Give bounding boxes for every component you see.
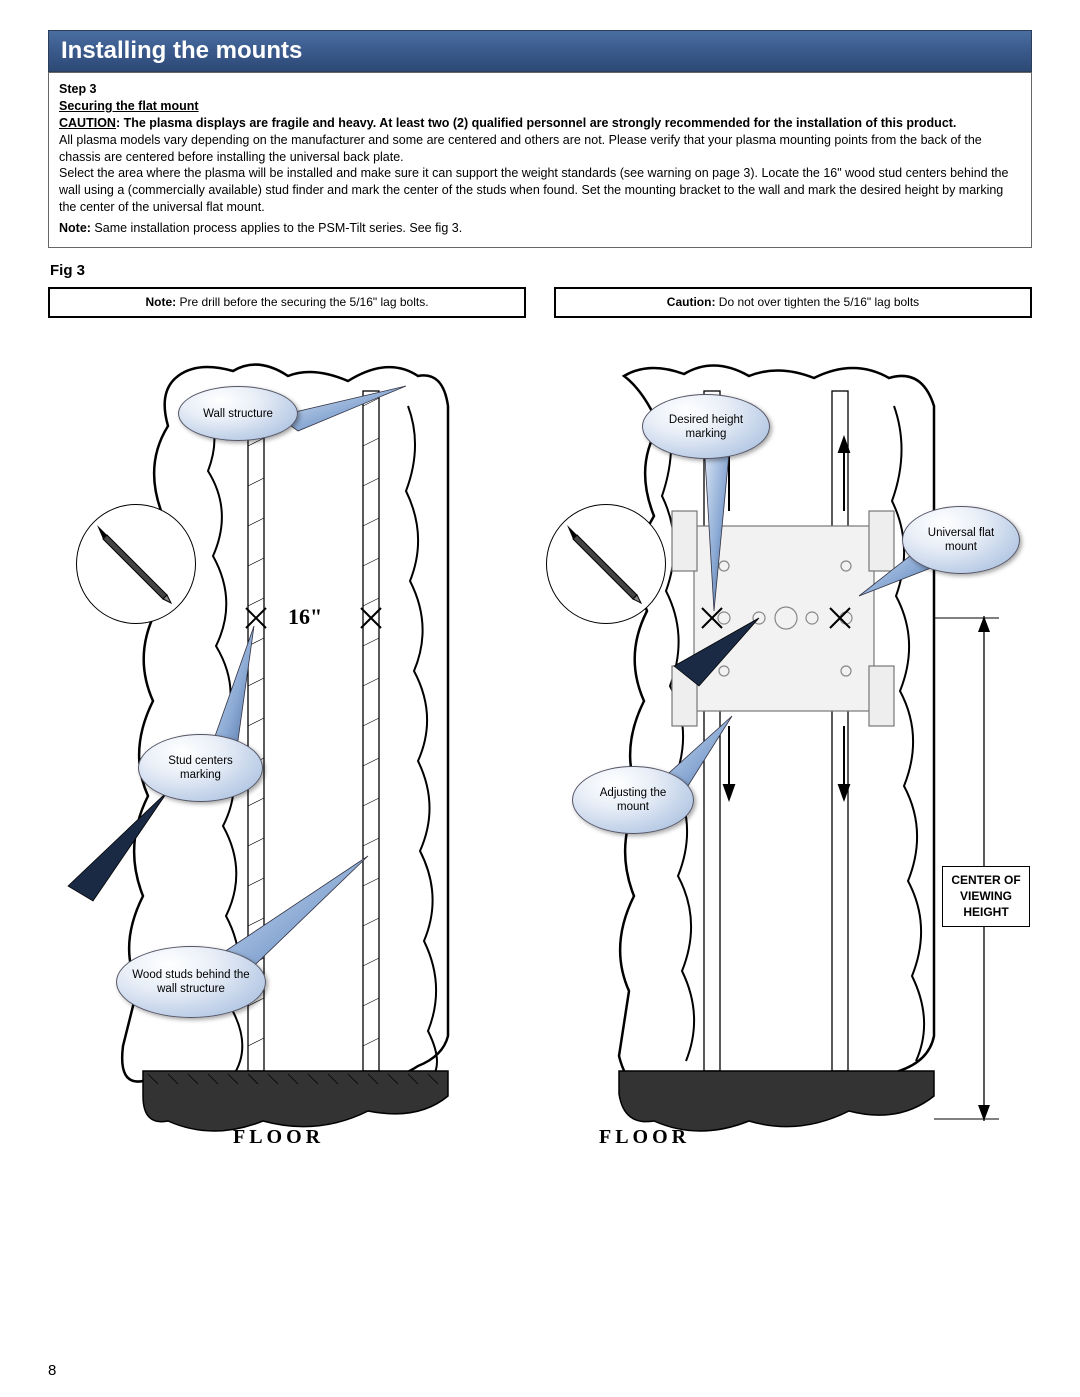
figure-label: Fig 3	[50, 262, 1032, 279]
callout-stud-centers: Stud centers marking	[138, 734, 263, 802]
callout-universal-mount: Universal flat mount	[902, 506, 1020, 574]
callout-wood-studs: Wood studs behind the wall structure	[116, 946, 266, 1018]
right-caution-text: Do not over tighten the 5/16" lag bolts	[715, 295, 919, 309]
section-header: Installing the mounts	[48, 30, 1032, 72]
callout-text: Universal flat mount	[913, 526, 1009, 555]
floor-label-right: FLOOR	[599, 1126, 690, 1149]
body-2: Select the area where the plasma will be…	[59, 165, 1021, 216]
pencil-icon	[547, 505, 667, 625]
page: Installing the mounts Step 3 Securing th…	[0, 0, 1080, 1397]
left-note-text: Pre drill before the securing the 5/16" …	[176, 295, 428, 309]
pencil-icon	[77, 505, 197, 625]
left-diagram-area: Wall structure Stud centers marking Wood…	[48, 336, 526, 1156]
callout-wall-structure: Wall structure	[178, 386, 298, 441]
callout-text: Stud centers marking	[149, 754, 252, 783]
left-note-label: Note:	[145, 295, 176, 309]
left-illustration	[48, 336, 518, 1156]
right-illustration	[554, 336, 1044, 1156]
right-diagram-area: Desired height marking Universal flat mo…	[554, 336, 1032, 1156]
header-title: Installing the mounts	[61, 37, 302, 64]
note-label: Note:	[59, 221, 91, 235]
callout-text: Wood studs behind the wall structure	[127, 968, 255, 997]
viewing-height-box: CENTER OF VIEWING HEIGHT	[942, 866, 1030, 927]
pencil-detail-circle-right	[546, 504, 666, 624]
instruction-box: Step 3 Securing the flat mount CAUTION: …	[48, 72, 1032, 248]
note-text: Same installation process applies to the…	[91, 221, 462, 235]
callout-text: Wall structure	[203, 407, 273, 421]
diagram-right: Caution: Do not over tighten the 5/16" l…	[554, 287, 1032, 1157]
right-caution-box: Caution: Do not over tighten the 5/16" l…	[554, 287, 1032, 319]
diagram-left: Note: Pre drill before the securing the …	[48, 287, 526, 1157]
callout-text: Desired height marking	[653, 413, 759, 442]
page-number: 8	[48, 1362, 56, 1379]
pencil-detail-circle	[76, 504, 196, 624]
diagrams-row: Note: Pre drill before the securing the …	[48, 287, 1032, 1157]
callout-text: Adjusting the mount	[583, 786, 683, 815]
caution-label: CAUTION	[59, 116, 116, 130]
step-label: Step 3	[59, 81, 1021, 98]
note-line: Note: Same installation process applies …	[59, 220, 1021, 237]
callout-desired-height: Desired height marking	[642, 394, 770, 459]
floor-label-left: FLOOR	[233, 1126, 324, 1149]
body-1: All plasma models vary depending on the …	[59, 132, 1021, 166]
step-subtitle: Securing the flat mount	[59, 98, 1021, 115]
dimension-16in: 16"	[288, 604, 322, 630]
callout-adjusting: Adjusting the mount	[572, 766, 694, 834]
caution-line: CAUTION: The plasma displays are fragile…	[59, 115, 1021, 132]
right-caution-label: Caution:	[667, 295, 716, 309]
caution-text: : The plasma displays are fragile and he…	[116, 116, 956, 130]
left-note-box: Note: Pre drill before the securing the …	[48, 287, 526, 319]
